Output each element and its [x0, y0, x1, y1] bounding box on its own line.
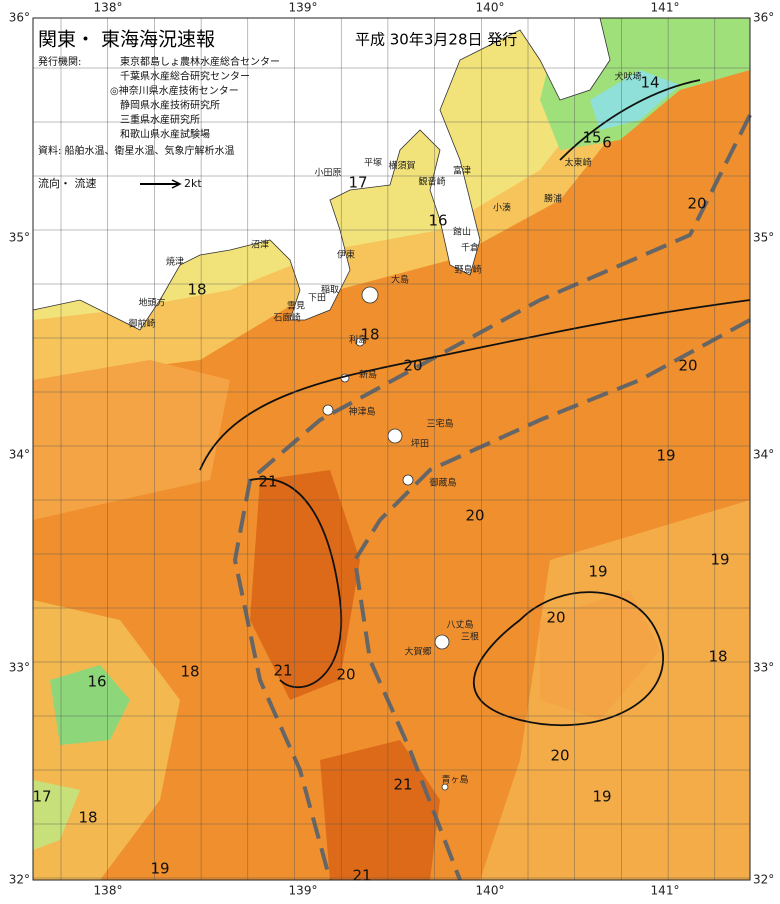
lat-label: 36°	[9, 11, 30, 25]
contour-label: 19	[592, 788, 611, 806]
lat-label: 36°	[753, 11, 774, 25]
agencies-label: 発行機関:	[38, 55, 81, 68]
contour-label: 6	[602, 134, 612, 152]
place-name: 観音崎	[418, 176, 445, 188]
place-name: 坪田	[411, 439, 429, 450]
place-name: 小田原	[314, 168, 341, 179]
place-name: 御蔵島	[429, 477, 456, 489]
contours	[199, 79, 751, 727]
contour-label: 17	[32, 788, 51, 806]
place-name: 太東崎	[564, 157, 591, 169]
contour-label: 21	[352, 867, 371, 885]
place-name: 富津	[453, 165, 471, 177]
lon-label: 141°	[651, 884, 680, 898]
agency: 和歌山県水産試験場	[120, 128, 210, 141]
contour-label: 19	[588, 563, 607, 581]
contour-label: 19	[710, 551, 729, 569]
place-name: 下田	[308, 293, 326, 304]
issue-date: 平成 30年3月28日 発行	[355, 31, 517, 49]
place-name: 小湊	[493, 202, 511, 214]
contour-label: 18	[708, 648, 727, 666]
agency: ◎神奈川県水産技術センター	[110, 84, 239, 97]
lon-label: 140°	[476, 1, 505, 15]
map-frame	[32, 17, 751, 881]
place-name: 焼津	[166, 257, 184, 268]
place-name: 御前崎	[128, 318, 155, 330]
place-name: 沼津	[251, 240, 269, 251]
lat-label: 35°	[9, 231, 30, 245]
place-name: 利島	[349, 334, 367, 346]
place-name: 三根	[461, 631, 479, 643]
lon-label: 138°	[94, 884, 123, 898]
contour-label: 21	[273, 662, 292, 680]
land	[32, 17, 611, 791]
place-name: 青ヶ島	[441, 774, 468, 786]
contour-label: 20	[465, 507, 484, 525]
legend-scale: 2kt	[184, 177, 202, 190]
title: 関東・ 東海海況速報	[38, 29, 215, 51]
lat-label: 33°	[753, 661, 774, 675]
contour-label: 20	[403, 357, 422, 375]
grid	[33, 18, 750, 880]
lat-label: 32°	[753, 873, 774, 887]
agency: 静岡県水産技術研究所	[120, 99, 220, 112]
place-name: 勝浦	[544, 193, 562, 205]
agency: 三重県水産研究所	[120, 113, 200, 126]
contour-label: 21	[258, 473, 277, 491]
place-name: 横須賀	[388, 160, 415, 172]
contour-label: 19	[656, 447, 675, 465]
lon-label: 139°	[289, 1, 318, 15]
place-name: 館山	[453, 226, 471, 238]
legend-label: 流向・ 流速	[38, 176, 97, 190]
contour-label: 16	[428, 212, 447, 230]
contour-label: 18	[78, 809, 97, 827]
agency: 千葉県水産総合研究センター	[120, 70, 250, 83]
contour-label: 18	[180, 663, 199, 681]
place-name: 伊東	[337, 249, 355, 261]
place-name: 平塚	[364, 158, 382, 169]
contour-label: 19	[150, 860, 169, 878]
lat-label: 32°	[9, 873, 30, 887]
place-name: 千倉	[461, 242, 479, 254]
place-name: 新島	[359, 369, 377, 381]
place-name: 稲取	[321, 284, 339, 296]
contour-label: 18	[187, 281, 206, 299]
contour-label: 21	[393, 776, 412, 794]
source: 資料: 船舶水温、衛星水温、気象庁解析水温	[38, 144, 235, 157]
place-name: 三宅島	[426, 418, 453, 430]
contour-label: 14	[640, 74, 659, 92]
contour-label: 20	[550, 747, 569, 765]
lat-label: 33°	[9, 661, 30, 675]
lat-label: 34°	[9, 448, 30, 462]
place-name: 八丈島	[446, 619, 473, 631]
place-name: 大島	[391, 274, 409, 286]
place-name: 犬吠埼	[614, 71, 641, 83]
agency: 東京都島しょ農林水産総合センター	[120, 55, 280, 68]
contour-label: 16	[87, 673, 106, 691]
contour-label: 18	[360, 326, 379, 344]
place-name: 雲見	[287, 301, 305, 312]
lat-label: 35°	[753, 231, 774, 245]
lon-label: 138°	[94, 1, 123, 15]
lon-label: 139°	[289, 884, 318, 898]
contour-label: 20	[546, 609, 565, 627]
legend-arrowhead	[171, 179, 182, 189]
place-name: 石廊崎	[273, 312, 300, 324]
lon-label: 141°	[651, 1, 680, 15]
contour-label: 20	[687, 195, 706, 213]
lon-label: 140°	[476, 884, 505, 898]
place-name: 地頭方	[138, 297, 165, 309]
place-name: 野島崎	[454, 264, 481, 276]
current-front	[232, 114, 752, 881]
contour-label: 15	[582, 129, 601, 147]
lat-label: 34°	[753, 448, 774, 462]
contour-label: 20	[336, 666, 355, 684]
place-name: 大賀郷	[404, 646, 431, 658]
contour-label: 20	[678, 357, 697, 375]
contour-label: 17	[348, 174, 367, 192]
place-name: 神津島	[348, 406, 375, 418]
